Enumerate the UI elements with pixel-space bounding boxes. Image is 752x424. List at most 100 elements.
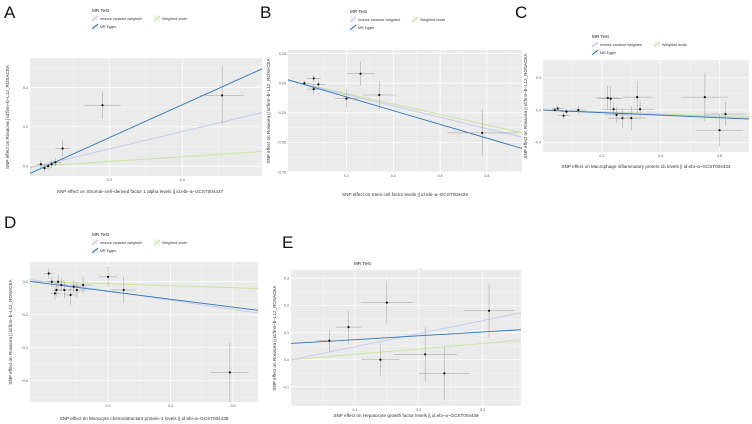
x-axis-label-d: SNP effect on Monocyte chemoattractant p… bbox=[60, 416, 229, 421]
point-marker bbox=[359, 72, 362, 75]
gridlines-a bbox=[30, 58, 262, 176]
legend-key-line bbox=[91, 15, 99, 22]
point-marker bbox=[69, 293, 72, 297]
data-point bbox=[548, 108, 561, 112]
legend-label: MR Egger bbox=[100, 25, 117, 29]
point-marker bbox=[47, 165, 50, 168]
tick-labels-a: 0.2 0.4 0.0 0.2 0.4 bbox=[23, 86, 185, 182]
x-tick-label: 0.2 bbox=[599, 154, 604, 158]
point-marker bbox=[39, 163, 42, 166]
point-marker bbox=[61, 147, 64, 150]
point-marker bbox=[317, 83, 320, 86]
point-marker bbox=[106, 275, 110, 278]
tick-labels-d: 0.2 0.4 0.6 0.0 −0.2 −0.4 −0.6 bbox=[21, 280, 236, 408]
data-point bbox=[37, 160, 45, 169]
x-tick-label: 0.4 bbox=[168, 404, 173, 408]
point-marker bbox=[43, 167, 46, 170]
point-marker bbox=[101, 104, 104, 107]
legend-key-line bbox=[153, 239, 161, 246]
y-tick-label: −0.4 bbox=[534, 141, 541, 145]
data-point bbox=[306, 84, 321, 94]
legend-key-line bbox=[91, 23, 99, 30]
data-point bbox=[51, 275, 65, 289]
point-marker bbox=[81, 283, 85, 287]
y-tick-label: 0.0 bbox=[284, 358, 289, 362]
y-tick-label: 0.3 bbox=[284, 276, 289, 280]
point-marker bbox=[328, 339, 331, 342]
data-point bbox=[560, 109, 573, 115]
point-marker bbox=[481, 131, 484, 135]
legend-key-line bbox=[91, 247, 99, 254]
data-point bbox=[200, 65, 244, 125]
data-point bbox=[551, 106, 564, 111]
point-marker bbox=[562, 114, 565, 117]
plot-background-c bbox=[543, 60, 749, 152]
legend-key-line bbox=[91, 239, 99, 246]
panel-letter-a: A bbox=[4, 3, 16, 22]
data-point bbox=[681, 72, 729, 122]
legend-label: Weighted mode bbox=[162, 241, 187, 245]
legend-c: MR Test Inverse variance weighted Weighted… bbox=[591, 34, 687, 56]
legend-title: MR Test bbox=[350, 9, 367, 14]
point-marker bbox=[53, 292, 57, 295]
y-tick-label: 0.00 bbox=[279, 81, 286, 85]
regression-line-mr-egger bbox=[543, 109, 749, 120]
point-marker bbox=[60, 283, 63, 287]
x-tick-label: 0.4 bbox=[391, 174, 396, 178]
data-points-e bbox=[316, 280, 515, 401]
panel-a: A MR Test Inverse variance weighted Weight… bbox=[4, 3, 262, 194]
data-point bbox=[334, 89, 359, 109]
y-tick-label: −0.50 bbox=[277, 141, 286, 145]
panel-letter-c: C bbox=[515, 3, 527, 22]
data-point bbox=[44, 268, 54, 279]
x-tick-label: 0.2 bbox=[107, 178, 112, 182]
data-point bbox=[311, 80, 326, 88]
point-marker bbox=[609, 97, 612, 100]
x-tick-label: 0.4 bbox=[180, 178, 185, 182]
point-marker bbox=[345, 97, 348, 100]
data-point bbox=[622, 80, 652, 114]
data-point bbox=[604, 106, 629, 123]
y-tick-label: −0.25 bbox=[277, 111, 286, 115]
panel-b: B MR Test Inverse variance weighted Weight… bbox=[260, 3, 522, 197]
point-marker bbox=[718, 129, 721, 132]
point-marker bbox=[639, 108, 642, 111]
x-axis-label-c: SNP effect on Macrophage inflammatory pr… bbox=[562, 164, 731, 169]
point-marker bbox=[54, 161, 57, 164]
data-point bbox=[704, 101, 747, 127]
point-marker bbox=[228, 371, 231, 374]
legend-title: MR Test bbox=[92, 8, 109, 13]
regression-lines-e bbox=[291, 312, 521, 361]
data-point bbox=[306, 74, 321, 82]
data-point bbox=[73, 276, 93, 294]
regression-line-mr-egger bbox=[288, 79, 522, 149]
legend-key-line bbox=[349, 24, 357, 31]
data-point bbox=[335, 310, 362, 344]
x-axis-label-b: SNP effect on Stem cell factor levels ||… bbox=[342, 192, 468, 197]
regression-line-mr-egger bbox=[30, 68, 262, 174]
data-point bbox=[54, 278, 68, 292]
data-point bbox=[49, 158, 61, 167]
x-tick-label: 0.3 bbox=[480, 408, 485, 412]
data-points-d bbox=[44, 266, 249, 402]
legend-title: MR Test bbox=[354, 261, 371, 266]
y-axis-label-d: SNP effect on Rosacea || id:finn–b–L12_R… bbox=[8, 279, 13, 385]
legend-label: Inverse variance weighted bbox=[600, 43, 642, 47]
point-marker bbox=[630, 117, 633, 120]
y-tick-label: −0.75 bbox=[277, 170, 286, 174]
regression-line-weighted-mode bbox=[30, 280, 258, 289]
data-point bbox=[67, 280, 80, 294]
data-point bbox=[569, 106, 588, 115]
y-tick-label: 0.0 bbox=[536, 108, 541, 112]
y-tick-label: −0.1 bbox=[282, 385, 289, 389]
point-marker bbox=[347, 326, 350, 329]
gridlines-d bbox=[30, 262, 258, 402]
regression-lines-c bbox=[543, 109, 749, 120]
legend-label: Inverse variance weighted bbox=[100, 241, 142, 245]
data-point bbox=[98, 266, 118, 287]
point-marker bbox=[57, 280, 60, 283]
tick-labels-b: 0.2 0.4 0.6 0.8 0.25 0.00 −0.25 −0.50 −0.75 bbox=[277, 52, 489, 178]
point-marker bbox=[724, 112, 727, 116]
panel-letter-d: D bbox=[4, 213, 16, 232]
regression-lines-d bbox=[30, 278, 258, 314]
